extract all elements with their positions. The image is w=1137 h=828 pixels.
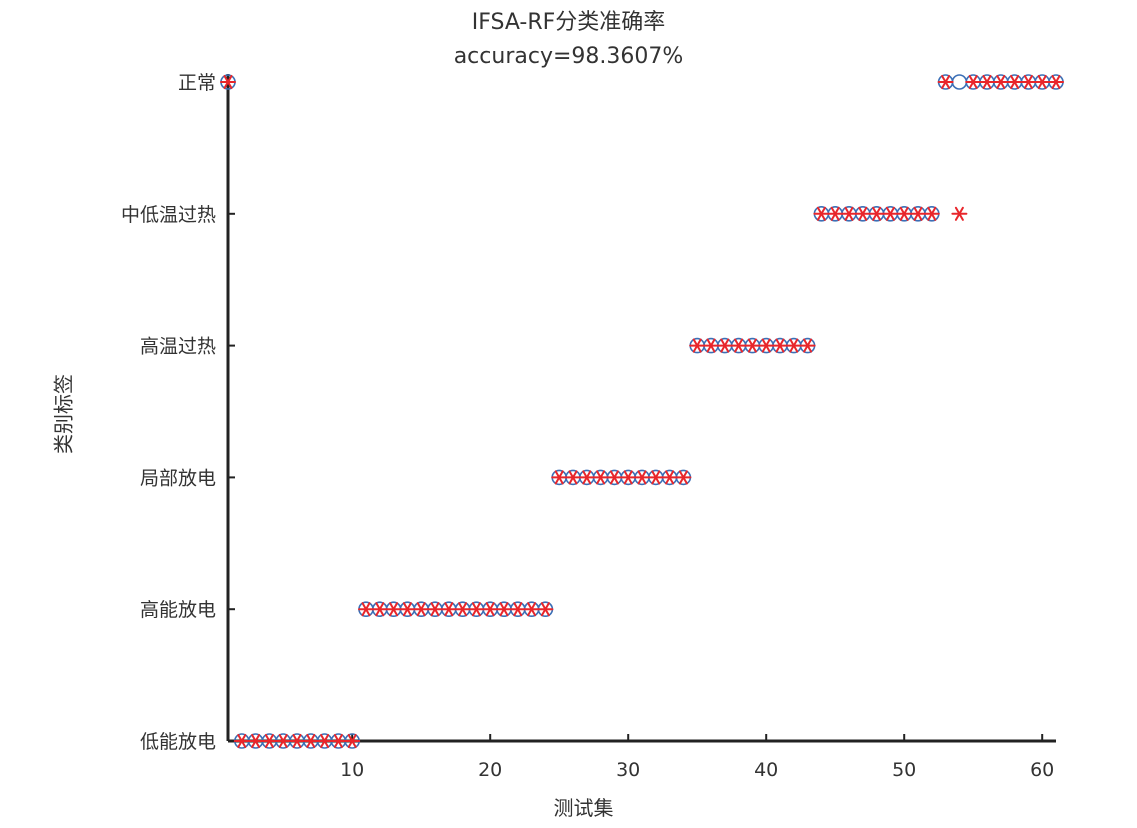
predicted-point [951,206,968,221]
predicted-point [923,206,940,221]
data-points [220,74,1064,749]
predicted-point [785,338,802,353]
predicted-point [910,206,926,221]
x-axis-label: 测试集 [553,796,614,820]
predicted-point [730,338,747,353]
predicted-point [799,338,816,353]
x-tick-label: 60 [1030,759,1054,781]
y-axis-label: 类别标签 [51,374,76,454]
predicted-point [979,74,995,90]
predicted-point [882,206,899,221]
predicted-point [233,733,250,749]
y-tick-label: 低能放电 [140,731,216,753]
actual-point [951,74,968,90]
predicted-point [992,74,1009,90]
predicted-point [675,470,692,485]
x-tick-label: 30 [616,759,640,781]
predicted-point [275,733,292,749]
predicted-point [937,74,954,90]
x-axis-ticks: 10 20 30 40 50 60 [340,734,1054,781]
predicted-point [399,602,416,617]
predicted-point [302,733,319,749]
predicted-point [482,602,499,617]
predicted-point [716,338,733,353]
predicted-point [647,470,664,485]
predicted-point [289,733,305,749]
predicted-point [868,206,885,221]
predicted-point [413,602,430,617]
predicted-point [772,338,788,353]
y-tick-label: 中低温过热 [121,204,216,226]
predicted-point [661,470,678,485]
predicted-point [689,338,706,353]
predicted-point [565,470,581,485]
x-tick-label: 50 [892,759,916,781]
predicted-point [509,602,526,617]
predicted-point [1034,74,1051,90]
y-tick-label: 高温过热 [140,336,216,358]
predicted-point [744,338,761,353]
x-tick-label: 20 [478,759,502,781]
predicted-point [261,733,278,749]
predicted-point [703,338,719,353]
predicted-point [358,602,374,617]
predicted-point [592,470,609,485]
predicted-point [1006,74,1023,90]
x-tick-label: 10 [340,759,364,781]
predicted-point [537,602,554,617]
predicted-point [896,206,913,221]
predicted-point [316,733,333,749]
predicted-point [620,470,637,485]
predicted-point [578,470,595,485]
predicted-point [427,602,443,617]
x-tick-label: 40 [754,759,778,781]
predicted-point [344,733,361,749]
predicted-point [371,602,388,617]
y-tick-label: 局部放电 [140,467,216,489]
predicted-point [551,470,568,485]
y-tick-label: 高能放电 [140,599,216,621]
predicted-point [841,206,857,221]
chart-title: IFSA-RF分类准确率 [471,10,666,35]
predicted-point [606,470,623,485]
predicted-point [454,602,471,617]
y-tick-label: 正常 [178,72,216,94]
predicted-point [523,602,540,617]
predicted-point [247,733,264,749]
predicted-point [813,206,830,221]
predicted-point [965,74,982,90]
predicted-point [440,602,457,617]
predicted-point [827,206,844,221]
predicted-point [330,733,347,749]
predicted-point [634,470,650,485]
y-axis-ticks: 低能放电 高能放电 局部放电 高温过热 中低温过热 正常 [121,72,235,753]
axes [226,74,1056,743]
predicted-point [385,602,402,617]
predicted-point [468,602,485,617]
predicted-point [1048,74,1064,90]
predicted-point [1020,74,1037,90]
predicted-point [496,602,512,617]
predicted-point [758,338,775,353]
predicted-point [854,206,871,221]
predicted-point [220,74,236,90]
chart-subtitle: accuracy=98.3607% [453,44,684,69]
